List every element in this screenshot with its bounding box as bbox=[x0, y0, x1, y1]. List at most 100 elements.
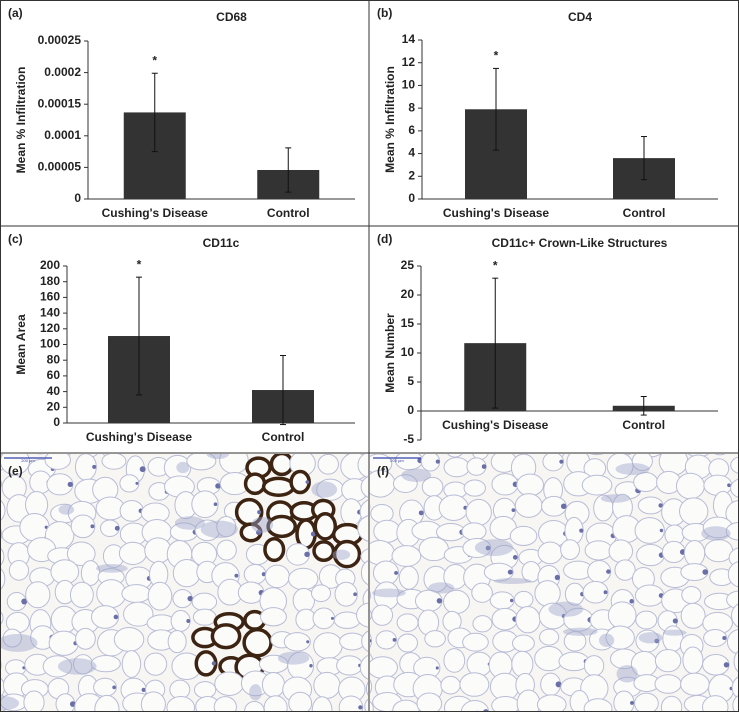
y-tick-label: 12 bbox=[402, 55, 416, 69]
adipocyte bbox=[370, 679, 373, 694]
adipocyte bbox=[635, 610, 658, 630]
nucleus bbox=[358, 705, 363, 710]
stroma bbox=[57, 658, 97, 675]
adipocyte bbox=[359, 655, 368, 680]
chart-title: CD68 bbox=[216, 10, 247, 24]
nucleus bbox=[309, 664, 313, 668]
adipocyte bbox=[94, 694, 120, 711]
x-tick-label: Control bbox=[262, 430, 305, 444]
adipocyte bbox=[391, 545, 422, 567]
y-tick-label: 2 bbox=[408, 168, 415, 182]
adipocyte bbox=[491, 695, 520, 711]
adipocyte bbox=[534, 645, 564, 672]
adipocyte bbox=[726, 590, 738, 609]
adipocyte bbox=[338, 695, 364, 711]
nucleus bbox=[310, 531, 316, 537]
adipocyte bbox=[680, 672, 710, 696]
adipocyte bbox=[658, 454, 689, 476]
adipocyte bbox=[8, 560, 30, 581]
adipocyte bbox=[471, 582, 493, 603]
nucleus bbox=[135, 481, 139, 485]
adipocyte bbox=[495, 454, 507, 457]
adipocyte bbox=[654, 648, 682, 673]
adipocyte bbox=[536, 694, 567, 711]
adipocyte bbox=[447, 454, 463, 458]
nucleus bbox=[672, 618, 678, 624]
adipocyte bbox=[634, 692, 659, 711]
y-tick-label: 4 bbox=[408, 146, 415, 160]
stroma bbox=[663, 629, 687, 636]
y-tick-label: 0.00025 bbox=[38, 33, 82, 47]
stroma bbox=[616, 665, 638, 683]
adipocyte bbox=[240, 432, 263, 452]
stroma bbox=[493, 577, 532, 584]
adipocyte bbox=[675, 472, 705, 500]
adipocyte bbox=[682, 646, 704, 675]
adipocyte bbox=[443, 457, 471, 478]
adipocyte bbox=[213, 696, 237, 711]
adipocyte bbox=[261, 671, 286, 698]
adipocyte bbox=[392, 699, 420, 711]
y-tick-label: 6 bbox=[408, 123, 415, 137]
y-tick-label: 140 bbox=[40, 305, 60, 319]
adipocyte bbox=[660, 695, 683, 711]
adipocyte bbox=[243, 472, 267, 496]
adipocyte bbox=[311, 696, 333, 711]
stroma bbox=[562, 627, 598, 636]
stroma bbox=[701, 526, 731, 541]
nucleus bbox=[579, 528, 584, 533]
nucleus bbox=[304, 551, 310, 558]
y-axis-label: Mean % Infiltration bbox=[383, 66, 397, 173]
adipocyte bbox=[357, 454, 368, 478]
nucleus bbox=[394, 570, 399, 575]
adipocyte bbox=[23, 690, 45, 711]
adipocyte bbox=[539, 628, 560, 646]
y-tick-label: 0.00015 bbox=[38, 96, 82, 110]
adipocyte bbox=[356, 602, 368, 628]
y-axis-label: Mean % Infiltration bbox=[14, 67, 28, 174]
adipocyte bbox=[191, 592, 218, 612]
adipocyte bbox=[288, 691, 313, 711]
nucleus bbox=[392, 638, 397, 642]
adipocyte bbox=[25, 581, 51, 609]
adipocyte bbox=[370, 591, 372, 600]
nucleus bbox=[722, 635, 727, 640]
stroma bbox=[249, 684, 262, 701]
adipocyte bbox=[101, 454, 127, 470]
adipocyte bbox=[259, 607, 287, 627]
adipocyte bbox=[418, 536, 449, 562]
adipocyte bbox=[66, 541, 96, 567]
adipocyte bbox=[143, 652, 168, 676]
y-tick-label: 10 bbox=[402, 78, 416, 92]
adipocyte bbox=[113, 626, 145, 652]
adipocyte bbox=[119, 474, 140, 493]
chart-title: CD11c bbox=[203, 236, 240, 250]
adipocyte bbox=[263, 536, 286, 563]
y-axis-label: Mean Area bbox=[14, 314, 28, 375]
nucleus bbox=[391, 440, 395, 444]
nucleus bbox=[90, 524, 95, 529]
adipocyte bbox=[2, 628, 22, 648]
nucleus bbox=[353, 592, 357, 597]
y-tick-label: 200 bbox=[40, 258, 60, 272]
adipocyte bbox=[360, 560, 368, 586]
nucleus bbox=[658, 503, 663, 508]
y-tick-label: 20 bbox=[401, 287, 415, 301]
stroma bbox=[311, 481, 338, 498]
adipocyte bbox=[472, 454, 489, 461]
nucleus bbox=[509, 598, 514, 603]
significance-marker: * bbox=[137, 257, 142, 271]
adipocyte bbox=[704, 539, 734, 563]
adipocyte bbox=[633, 472, 659, 492]
adipocyte bbox=[460, 699, 490, 711]
stroma bbox=[615, 463, 650, 475]
adipocyte bbox=[118, 541, 147, 565]
adipocyte bbox=[1, 661, 2, 670]
adipocyte bbox=[90, 605, 120, 629]
adipocyte bbox=[288, 567, 319, 591]
significance-marker: * bbox=[493, 258, 498, 272]
adipocyte bbox=[733, 650, 738, 673]
adipocyte bbox=[725, 522, 738, 541]
x-tick-label: Cushing's Disease bbox=[443, 206, 550, 220]
stroma bbox=[95, 563, 128, 573]
